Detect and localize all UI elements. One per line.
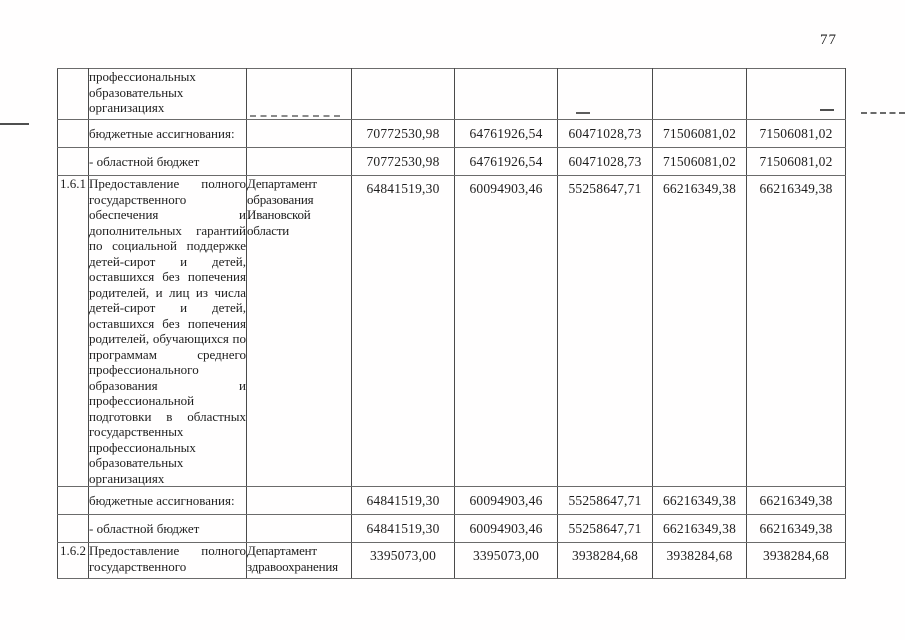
department-cell: Департамент здравоохранения [246,542,352,579]
table-row-budget-allocations: бюджетные ассигнования: 70772530,98 6476… [57,119,846,148]
value-cell [351,68,455,120]
value-cell: 71506081,02 [652,119,747,148]
value-cell: 70772530,98 [351,119,455,148]
row-number-cell: 1.6.2 [57,542,89,579]
value-cell: 64841519,30 [351,486,455,515]
row-number-cell: 1.6.1 [57,175,89,487]
value-cell: 55258647,71 [557,486,653,515]
scan-artifact-right-margin-dash [861,112,905,114]
value-cell: 55258647,71 [557,175,653,487]
department-cell [246,486,352,515]
value-cell [652,68,747,120]
value-cell: 71506081,02 [652,147,747,176]
value-cell: 66216349,38 [652,175,747,487]
activity-name-cell: бюджетные ассигнования: [88,486,247,515]
activity-name-cell: Предоставление полного государственного [88,542,247,579]
budget-allocations-table: профессиональных образовательных организ… [57,68,846,579]
value-cell: 3938284,68 [746,542,846,579]
table-row-budget-allocations: бюджетные ассигнования: 64841519,30 6009… [57,486,846,515]
table-row-regional-budget: - областной бюджет 64841519,30 60094903,… [57,514,846,543]
value-cell: 64761926,54 [454,147,558,176]
table-row-continuation: профессиональных образовательных организ… [57,68,846,120]
value-cell: 70772530,98 [351,147,455,176]
activity-name-cell: Предоставление полного государственного … [88,175,247,487]
value-cell: 66216349,38 [652,514,747,543]
value-cell: 60094903,46 [454,175,558,487]
value-cell: 66216349,38 [746,486,846,515]
department-cell [246,514,352,543]
activity-name-cell: - областной бюджет [88,147,247,176]
value-cell [454,68,558,120]
table-row-item-1-6-1: 1.6.1 Предоставление полного государстве… [57,175,846,487]
row-number-cell [57,514,89,543]
row-number-cell [57,68,89,120]
value-cell: 64841519,30 [351,514,455,543]
value-cell: 71506081,02 [746,147,846,176]
table-row-item-1-6-2: 1.6.2 Предоставление полного государстве… [57,542,846,579]
activity-name-cell: профессиональных образовательных организ… [88,68,247,120]
value-cell: 66216349,38 [652,486,747,515]
value-cell: 66216349,38 [746,514,846,543]
value-cell: 64841519,30 [351,175,455,487]
value-cell: 3395073,00 [454,542,558,579]
value-cell: 3395073,00 [351,542,455,579]
scan-artifact-left-margin-dash [0,123,29,125]
department-cell: Департамент образования Ивановской облас… [246,175,352,487]
value-cell [746,68,846,120]
value-cell: 55258647,71 [557,514,653,543]
department-cell [246,119,352,148]
value-cell: 60094903,46 [454,514,558,543]
value-cell: 66216349,38 [746,175,846,487]
activity-name-cell: бюджетные ассигнования: [88,119,247,148]
value-cell: 60471028,73 [557,147,653,176]
table-row-regional-budget: - областной бюджет 70772530,98 64761926,… [57,147,846,176]
row-number-cell [57,119,89,148]
value-cell: 71506081,02 [746,119,846,148]
page-number: 77 [820,32,837,48]
value-cell: 60094903,46 [454,486,558,515]
row-number-cell [57,147,89,176]
department-cell [246,147,352,176]
value-cell [557,68,653,120]
activity-name-cell: - областной бюджет [88,514,247,543]
value-cell: 64761926,54 [454,119,558,148]
department-cell [246,68,352,120]
value-cell: 3938284,68 [557,542,653,579]
row-number-cell [57,486,89,515]
value-cell: 60471028,73 [557,119,653,148]
value-cell: 3938284,68 [652,542,747,579]
